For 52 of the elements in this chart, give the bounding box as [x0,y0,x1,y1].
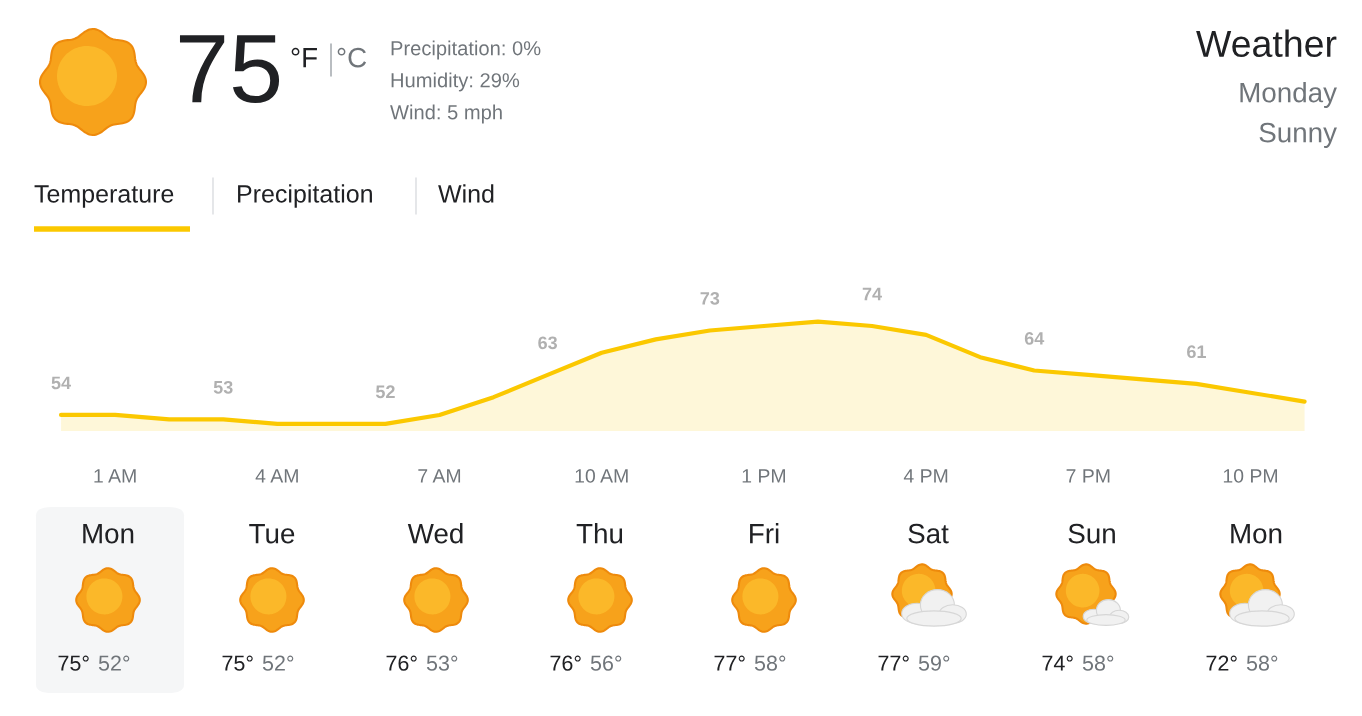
text: 76° [550,655,581,671]
data-label: 61 [1187,345,1206,359]
x-tick-label: 10 PM [1223,469,1277,483]
x-tick-label: 1 AM [94,469,136,483]
text: 58° [754,655,786,671]
text: 75 [179,35,280,104]
text: 52° [98,655,130,671]
annotation: Wed [407,523,463,544]
x-tick-label: 7 AM [418,469,461,483]
data-label: 73 [700,291,720,305]
data-label: 64 [1024,331,1045,345]
text: 75° [222,655,253,671]
x-tick-label: 1 PM [742,469,785,483]
text: Wind: 5 mph [390,104,502,124]
chart-subtitle: Monday [1240,82,1337,108]
chart-title: Weather [1196,29,1337,58]
text: 58° [1246,655,1278,671]
annotation: Fri [750,523,779,544]
x-tick-label: 4 PM [903,469,948,483]
text: 58° [1082,655,1114,671]
annotation: Mon [83,524,134,544]
annotation: Sun [1068,523,1115,544]
data-label: 52 [375,385,395,399]
text: 59° [918,655,950,671]
annotation: Mon [1231,524,1282,544]
text: °F [291,47,317,68]
x-tick-label: 4 AM [255,469,298,483]
annotation: Sat [908,523,949,544]
text: Precipitation: 0% [391,40,541,60]
annotation: Tue [249,524,295,544]
text: 72° [1206,655,1237,671]
data-label: 54 [51,376,71,390]
text: °C [337,47,367,68]
text: 77° [878,655,909,671]
text: 56° [590,655,622,671]
x-tick-label: 10 AM [575,469,628,483]
text: 76° [386,655,417,671]
data-label: 53 [213,380,233,394]
x-tick-label: 7 PM [1066,469,1110,483]
text: Temperature [34,185,174,208]
data-label: 63 [538,336,558,350]
text: 77° [714,655,745,671]
text: 52° [262,655,294,671]
text: Precipitation [238,184,372,208]
text: 74° [1042,655,1073,671]
text: 53° [426,655,458,671]
annotation: Thu [576,523,623,544]
text: Sunny [1259,122,1337,148]
text: Wind [438,184,494,203]
text: 75° [58,655,89,671]
text: Humidity: 29% [391,72,520,92]
data-label: 74 [862,287,882,301]
